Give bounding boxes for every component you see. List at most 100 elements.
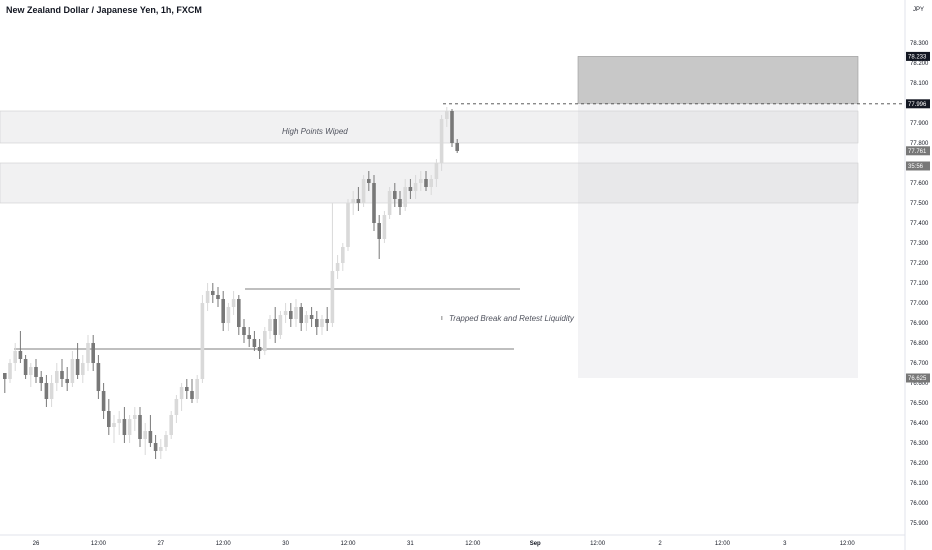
price-tick-label: 77.300 — [910, 241, 929, 247]
price-tick-label: 77.100 — [910, 281, 929, 287]
candle-body — [434, 163, 439, 179]
time-tick-label: 31 — [407, 541, 414, 547]
candle-body — [23, 359, 28, 375]
candle — [450, 109, 454, 147]
candle — [117, 411, 121, 435]
candle-body — [216, 295, 220, 299]
candle — [23, 355, 28, 379]
candle-body — [377, 223, 381, 239]
candle-body — [268, 319, 272, 331]
candle — [257, 339, 262, 359]
price-tick-label: 75.900 — [910, 521, 929, 527]
candle-body — [341, 247, 345, 263]
candle — [434, 159, 439, 187]
price-label-text: 35:56 — [908, 164, 924, 170]
candle-body — [34, 367, 38, 377]
candle — [309, 307, 314, 327]
candle — [143, 423, 147, 455]
candle-body — [159, 447, 163, 451]
candle-body — [55, 371, 59, 383]
candle-body — [367, 179, 371, 183]
price-tick-label: 76.900 — [910, 321, 929, 327]
price-tick-label: 77.500 — [910, 201, 929, 207]
candle-body — [237, 299, 241, 327]
candle-body — [346, 203, 350, 247]
candle — [138, 407, 142, 447]
candle-body — [325, 319, 329, 323]
candle — [439, 115, 444, 171]
candle — [18, 331, 23, 363]
candle — [34, 359, 38, 383]
candle-body — [304, 315, 309, 323]
candle — [273, 307, 277, 343]
candle-body — [393, 191, 397, 199]
candle-body — [356, 199, 361, 203]
candle — [356, 187, 361, 211]
candle — [361, 175, 366, 207]
price-tick-label: 76.700 — [910, 361, 929, 367]
candle — [91, 335, 95, 371]
candle — [387, 187, 392, 219]
price-label: 35:56 — [906, 161, 930, 171]
candle-body — [127, 419, 132, 435]
candle — [252, 331, 257, 351]
candle-body — [294, 307, 298, 319]
candle-body — [387, 191, 392, 215]
candle — [372, 175, 376, 231]
candle — [268, 315, 272, 339]
candle — [49, 375, 54, 407]
candle-body — [283, 311, 288, 315]
candle-body — [351, 199, 355, 203]
candle-body — [81, 363, 85, 375]
price-label: 77.996 — [906, 99, 930, 109]
candle — [112, 415, 116, 443]
candle — [153, 435, 158, 459]
price-tick-label: 78.100 — [910, 81, 929, 87]
candle — [179, 383, 184, 411]
price-labels: 78.233 77.996 77.761 35:56 76.625 — [906, 51, 930, 383]
candle-body — [309, 315, 314, 319]
candle-body — [117, 419, 121, 423]
price-tick-label: 78.200 — [910, 61, 929, 67]
price-tick-label: 76.800 — [910, 341, 929, 347]
price-label: 77.761 — [906, 146, 930, 156]
candle-body — [205, 291, 210, 303]
candle — [367, 171, 371, 191]
candle-body — [320, 319, 324, 327]
candle — [413, 175, 418, 199]
candle-body — [148, 431, 153, 443]
candle — [200, 295, 205, 383]
candle — [237, 295, 241, 335]
candle — [231, 291, 236, 315]
price-tick-label: 76.200 — [910, 461, 929, 467]
candle — [159, 439, 163, 459]
candle — [174, 395, 179, 423]
price-tick-label: 77.600 — [910, 181, 929, 187]
candle-body — [195, 379, 199, 399]
candle — [325, 307, 329, 331]
candle — [216, 287, 220, 307]
candle-body — [96, 363, 101, 391]
candle — [455, 139, 459, 153]
candle-body — [413, 183, 418, 191]
candle-body — [112, 423, 116, 427]
time-tick-label: 26 — [33, 541, 40, 547]
candle-body — [179, 387, 184, 399]
candle-body — [39, 377, 43, 383]
candle-body — [382, 215, 387, 239]
candle — [75, 343, 80, 379]
candle-body — [455, 143, 459, 151]
price-tick-label: 76.400 — [910, 421, 929, 427]
candle-body — [450, 111, 454, 143]
candle-body — [299, 307, 303, 323]
price-tick-label: 76.300 — [910, 441, 929, 447]
candle — [185, 379, 189, 399]
candle-body — [13, 351, 17, 363]
candle — [408, 179, 413, 199]
candle-body — [18, 351, 23, 359]
candle-body — [335, 263, 340, 271]
candle-body — [419, 179, 423, 183]
candle — [320, 315, 324, 335]
candle-body — [3, 373, 7, 379]
